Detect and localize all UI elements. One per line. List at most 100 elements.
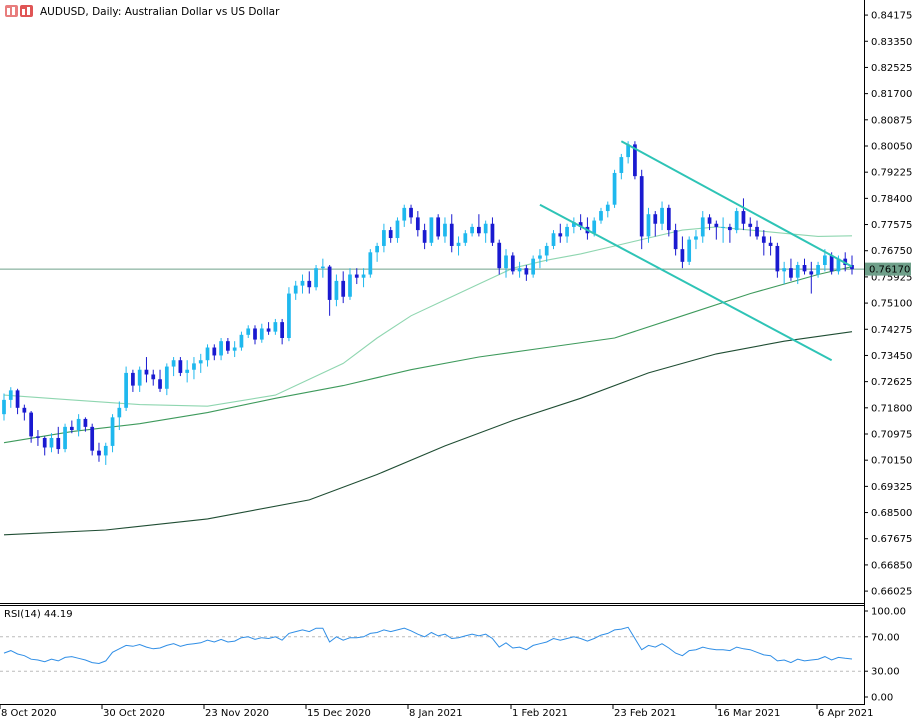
price-axis-label: 0.78400 bbox=[871, 194, 912, 205]
candle-body bbox=[660, 207, 664, 224]
price-axis: 0.84175 0.83350 0.82525 0.81700 0.80875 0.800… bbox=[864, 11, 912, 598]
candle-body bbox=[341, 280, 346, 297]
chart-header: AUDUSD, Daily: Australian Dollar vs US D… bbox=[5, 5, 280, 18]
candle-body bbox=[158, 379, 162, 389]
time-axis-label: 1 Feb 2021 bbox=[512, 708, 568, 718]
candle-body bbox=[293, 285, 298, 294]
candle-body bbox=[253, 328, 257, 340]
price-axis-label: 0.79225 bbox=[871, 168, 912, 179]
rsi-level-lines bbox=[0, 636, 864, 672]
candle-body bbox=[110, 417, 115, 446]
candle-body bbox=[748, 223, 753, 227]
candle-body bbox=[707, 217, 712, 224]
candle-body bbox=[29, 412, 34, 437]
candle-body bbox=[422, 230, 427, 243]
rsi-title: RSI(14) 44.19 bbox=[4, 609, 73, 620]
candle-body bbox=[56, 437, 61, 450]
candle-body bbox=[239, 334, 244, 348]
candle-body bbox=[470, 226, 474, 234]
time-axis-label: 23 Feb 2021 bbox=[614, 708, 676, 718]
price-axis-label: 0.80875 bbox=[871, 115, 912, 126]
candle-body bbox=[741, 211, 746, 224]
candle-body bbox=[137, 369, 142, 386]
moving-average-line bbox=[3, 266, 853, 444]
candle-body bbox=[531, 258, 536, 275]
rsi-line bbox=[3, 626, 853, 665]
candle-body bbox=[524, 268, 529, 275]
candle-body bbox=[76, 418, 81, 431]
candle-body bbox=[558, 233, 563, 237]
price-axis-label: 0.67675 bbox=[871, 534, 912, 545]
candle-body bbox=[639, 176, 644, 237]
price-axis-label: 0.76750 bbox=[871, 246, 912, 257]
candle-body bbox=[42, 437, 47, 448]
candle-body bbox=[429, 217, 434, 243]
price-axis-label: 0.81700 bbox=[871, 89, 912, 100]
candle-body bbox=[728, 226, 732, 231]
candle-body bbox=[219, 341, 223, 356]
candle-body bbox=[49, 437, 54, 448]
candle-body bbox=[700, 217, 705, 237]
candle-body bbox=[178, 360, 183, 373]
current-price-tag-bg bbox=[865, 262, 911, 276]
current-price-tag: 0.76170 bbox=[865, 262, 911, 276]
trend-lines[interactable] bbox=[539, 140, 853, 362]
candle-body bbox=[565, 226, 569, 237]
candle-body bbox=[415, 217, 420, 231]
time-axis: 8 Oct 2020 30 Oct 2020 23 Nov 2020 15 Dec 2… bbox=[0, 705, 873, 718]
time-axis-label: 23 Nov 2020 bbox=[205, 708, 269, 718]
price-axis-label: 0.80050 bbox=[871, 141, 912, 152]
candle-body bbox=[63, 426, 67, 450]
candle-body bbox=[619, 157, 624, 173]
candle-body bbox=[599, 211, 603, 221]
candle-body bbox=[97, 450, 101, 456]
candle-body bbox=[504, 255, 508, 269]
candle-body bbox=[334, 280, 339, 300]
rsi-axis-label: 100.00 bbox=[871, 607, 906, 618]
candle-body bbox=[280, 322, 285, 338]
candle-body bbox=[395, 220, 400, 239]
candle-body bbox=[633, 144, 637, 177]
candle-body bbox=[8, 390, 13, 400]
candle-body bbox=[483, 223, 488, 234]
candle-body bbox=[36, 436, 40, 438]
candle-body bbox=[510, 255, 515, 272]
candle-body bbox=[694, 236, 698, 240]
rsi-pane[interactable]: 100.00 70.00 30.00 0.00 RSI(14) 44.19 bbox=[0, 605, 906, 704]
price-axis-label: 0.70150 bbox=[871, 456, 912, 467]
main-chart-pane[interactable]: 0.84175 0.83350 0.82525 0.81700 0.80875 0.800… bbox=[0, 0, 912, 705]
candle-body bbox=[463, 233, 468, 243]
candle-body bbox=[226, 341, 230, 351]
candle-body bbox=[605, 204, 610, 212]
candle-body bbox=[287, 293, 291, 338]
price-axis-label: 0.74275 bbox=[871, 325, 912, 336]
candle-body bbox=[809, 271, 814, 275]
candle-body bbox=[592, 220, 597, 234]
price-axis-label: 0.75925 bbox=[871, 272, 912, 283]
rsi-axis-label: 0.00 bbox=[871, 693, 893, 704]
price-axis-label: 0.68500 bbox=[871, 508, 912, 519]
candle-body bbox=[192, 363, 196, 370]
candle-body bbox=[680, 249, 685, 262]
price-axis-label: 0.73450 bbox=[871, 351, 912, 362]
candle-body bbox=[15, 390, 20, 408]
candle-body bbox=[124, 372, 128, 408]
candle-body bbox=[314, 268, 318, 288]
candle-body bbox=[307, 280, 312, 288]
candle-body bbox=[795, 265, 800, 278]
candle-body bbox=[802, 265, 807, 272]
rsi-axis-label: 30.00 bbox=[871, 667, 900, 678]
candle-body bbox=[490, 223, 495, 243]
candle-body bbox=[409, 207, 413, 218]
price-axis-label: 0.71800 bbox=[871, 403, 912, 414]
trend-line bbox=[620, 140, 853, 268]
candle-body bbox=[361, 274, 366, 278]
candle-body bbox=[212, 347, 217, 356]
candle-body bbox=[456, 242, 461, 246]
candle-body bbox=[22, 407, 27, 413]
candle-body bbox=[768, 242, 773, 246]
rsi-axis: 100.00 70.00 30.00 0.00 bbox=[864, 607, 906, 704]
candlesticks bbox=[2, 141, 854, 465]
price-axis-label: 0.84175 bbox=[871, 11, 912, 22]
